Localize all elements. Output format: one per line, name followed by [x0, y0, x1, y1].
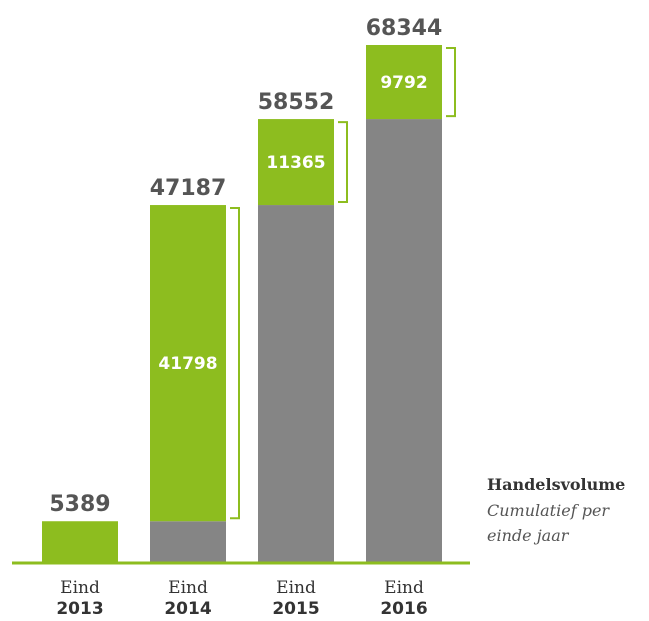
bar-increment-2014: [150, 205, 226, 522]
bars-layer: [42, 45, 442, 562]
increment-label-2014: 41798: [158, 354, 217, 374]
total-label-2013: 5389: [49, 492, 110, 517]
bar-previous-2015: [258, 205, 334, 562]
category-label-eind-2013: Eind: [60, 578, 100, 598]
total-label-2015: 58552: [258, 90, 335, 115]
category-label-eind-2015: Eind: [276, 578, 316, 598]
legend-subtitle-line2: einde jaar: [487, 526, 570, 545]
bar-increment-2015: [258, 119, 334, 206]
increment-bracket-2016: [446, 47, 456, 118]
category-label-eind-2016: Eind: [384, 578, 424, 598]
increment-label-2016: 9792: [380, 73, 427, 93]
increment-bracket-2015: [338, 121, 348, 204]
category-label-year-2014: 2014: [164, 599, 211, 619]
category-label-year-2016: 2016: [380, 599, 427, 619]
labels-layer: 5389Eind20134718741798Eind20145855211365…: [49, 16, 456, 619]
total-label-2014: 47187: [150, 176, 227, 201]
bar-previous-2014: [150, 521, 226, 562]
category-label-year-2015: 2015: [272, 599, 319, 619]
bar-previous-2016: [366, 119, 442, 562]
bar-increment-2016: [366, 45, 442, 120]
category-label-eind-2014: Eind: [168, 578, 208, 598]
legend: Handelsvolume Cumulatief per einde jaar: [487, 475, 625, 545]
increment-label-2015: 11365: [266, 153, 325, 173]
legend-title: Handelsvolume: [487, 475, 625, 494]
category-label-year-2013: 2013: [56, 599, 103, 619]
total-label-2016: 68344: [366, 16, 443, 41]
legend-subtitle-line1: Cumulatief per: [487, 501, 610, 520]
increment-bracket-2014: [230, 207, 240, 520]
bar-increment-2013: [42, 521, 118, 562]
